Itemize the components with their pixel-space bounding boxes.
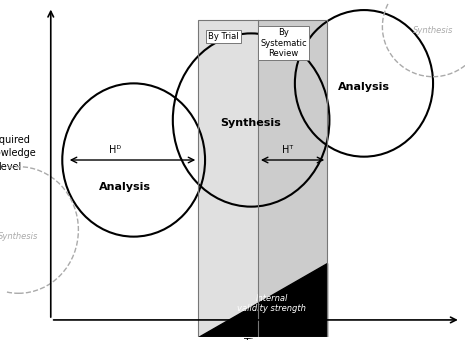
Text: By Trial: By Trial [208, 32, 239, 41]
Text: Acquired
knowledge
level: Acquired knowledge level [0, 135, 36, 172]
Text: Synthesis: Synthesis [0, 232, 39, 241]
Text: Synthesis: Synthesis [413, 26, 453, 35]
Text: Hᵀ: Hᵀ [282, 145, 294, 155]
Bar [198, 20, 327, 337]
Text: Internal
validity strength: Internal validity strength [237, 293, 306, 313]
Text: Synthesis: Synthesis [221, 118, 282, 129]
Text: Time: Time [244, 338, 272, 340]
Text: Analysis: Analysis [98, 182, 150, 192]
Text: Analysis: Analysis [338, 82, 390, 92]
Text: By
Systematic
Review: By Systematic Review [260, 29, 307, 58]
Text: Hᴰ: Hᴰ [109, 145, 121, 155]
Bar [198, 20, 258, 337]
Bar [258, 20, 327, 337]
Polygon shape [198, 263, 327, 337]
